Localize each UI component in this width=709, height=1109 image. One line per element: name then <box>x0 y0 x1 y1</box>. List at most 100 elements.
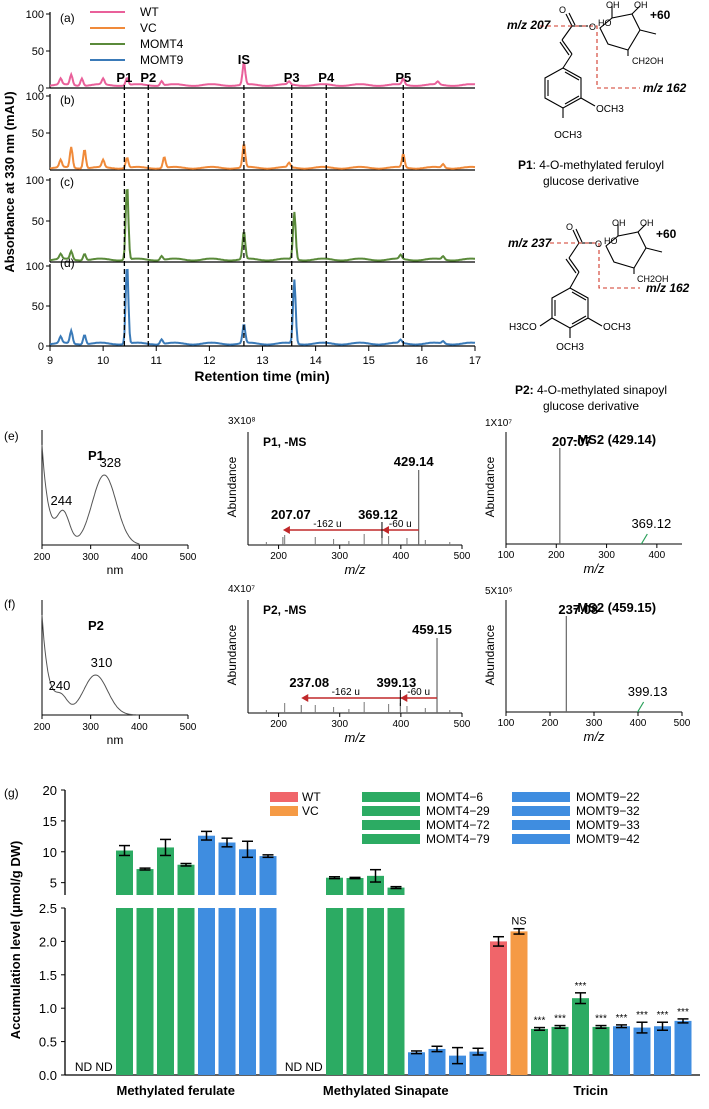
p2-caption-text: 4-O-methylated sinapoyl <box>534 383 667 397</box>
chromatogram-trace-wt <box>49 62 476 87</box>
legend-swatch <box>512 834 570 844</box>
bar-MOMT9−42-lower <box>259 908 277 1075</box>
bar-MOMT9−33 <box>654 1026 671 1075</box>
x-tick-label: 300 <box>82 552 99 563</box>
category-label: Methylated Sinapate <box>323 1083 449 1098</box>
p2-h3co: H3CO <box>509 322 537 333</box>
ms-loss2: -60 u <box>389 519 412 530</box>
p2-oh-2: OH <box>640 218 654 228</box>
ms-xlabel: m/z <box>345 562 366 577</box>
p1-oh-2: OH <box>634 0 648 10</box>
uv-peak-label: 244 <box>51 493 73 508</box>
bar-MOMT4−79-upper <box>177 864 195 895</box>
bar-MOMT9−42-upper <box>259 856 277 895</box>
p2-och3-bottom: OCH3 <box>556 342 584 353</box>
ms2-title: -MS2 (459.15) <box>573 600 656 615</box>
legend-label: MOMT9 <box>140 53 184 67</box>
legend-label: MOMT4−29 <box>426 804 490 818</box>
legend-label: MOMT4−6 <box>426 790 483 804</box>
x-tick-label: 500 <box>674 718 691 729</box>
uv-title: P2 <box>88 618 104 633</box>
bar-MOMT9−22 <box>408 1052 425 1075</box>
bar-MOMT9−22-lower <box>198 908 215 1075</box>
p2-ho: HO <box>604 236 618 246</box>
y-tick-label: 20 <box>43 783 57 798</box>
bar-MOMT9−32-lower <box>218 908 236 1075</box>
annotation-nd: ND <box>285 1060 303 1074</box>
p1-och3: OCH3 <box>554 130 582 141</box>
chromatogram-ylabel: Absorbance at 330 nm (mAU) <box>2 91 17 272</box>
legend-label: VC <box>140 21 157 35</box>
p1-ho: HO <box>598 18 612 28</box>
fragment-box-p2 <box>550 242 640 289</box>
p1-plus60: +60 <box>650 8 671 22</box>
x-tick-label: 400 <box>131 552 148 563</box>
ms2-minor-peak <box>637 701 645 713</box>
ms-ylabel: Abundance <box>225 624 239 685</box>
y-tick-label: 0 <box>38 341 44 353</box>
bar-MOMT4−6 <box>531 1028 548 1075</box>
label-a: (a) <box>60 11 75 25</box>
x-tick-label: 200 <box>34 552 51 563</box>
ms-frag2-label: 399.13 <box>376 675 416 690</box>
bar-MOMT9−32-upper <box>218 842 236 895</box>
label-f: (f) <box>4 597 15 611</box>
legend-swatch <box>512 806 570 816</box>
x-tick-label: 15 <box>363 355 375 367</box>
label-e: (e) <box>4 429 19 443</box>
bar-MOMT4−6-lower <box>326 908 343 1075</box>
annotation-sig: *** <box>554 1014 566 1025</box>
ms-frag2-label: 369.12 <box>358 507 398 522</box>
bar-MOMT4−72-lower <box>367 908 384 1075</box>
ms-main-label: 429.14 <box>394 454 435 469</box>
ms2-main-label: 207.07 <box>552 434 592 449</box>
y-tick-label: 0.5 <box>39 1035 57 1050</box>
ms-title: P2, -MS <box>263 603 306 617</box>
p1-oh-1: OH <box>606 0 620 10</box>
ms2-minor-peak <box>640 533 648 545</box>
peak-label: IS <box>238 52 251 67</box>
ms2-main-label: 237.08 <box>558 602 598 617</box>
ms-loss2: -60 u <box>407 687 430 698</box>
benzene-ring <box>544 67 582 109</box>
legend-label: MOMT4 <box>140 37 184 51</box>
peak-label: P2 <box>140 70 156 85</box>
x-tick-label: 400 <box>630 718 647 729</box>
bar-MOMT4−29-lower <box>346 908 364 1075</box>
peak-label: P4 <box>318 70 335 85</box>
y-tick-label: 50 <box>32 128 44 140</box>
p2-ch2oh: CH2OH <box>637 274 669 284</box>
x-tick-label: 200 <box>34 722 51 733</box>
ms2-ylabel: Abundance <box>483 456 497 517</box>
y-tick-label: 0 <box>38 83 44 95</box>
y-tick-label: 5 <box>50 876 57 891</box>
y-tick-label: 10 <box>43 845 57 860</box>
bar-MOMT4−72-lower <box>157 908 174 1075</box>
p1-mz-left: m/z 207 <box>507 18 552 32</box>
chromatogram-trace-momt4 <box>49 188 475 262</box>
y-tick-label: 100 <box>26 91 44 103</box>
p2-mz-left: m/z 237 <box>508 236 553 250</box>
ms-arrow-head <box>381 526 389 534</box>
annotation-nd: ND <box>95 1060 113 1074</box>
annotation-nd: ND <box>305 1060 323 1074</box>
bar-MOMT4−29 <box>551 1026 569 1075</box>
bar-MOMT9−33-lower <box>239 908 256 1075</box>
ms2-scale: 1X10⁷ <box>485 418 512 429</box>
ms-loss1: -162 u <box>332 687 360 698</box>
ms-main-label: 459.15 <box>412 622 452 637</box>
x-tick-label: 11 <box>151 355 162 367</box>
label-c: (c) <box>60 175 74 189</box>
legend-label: MOMT4−72 <box>426 818 490 832</box>
p1-o-ester: O <box>589 22 596 32</box>
annotation-sig: *** <box>575 981 587 992</box>
ms2-scale: 5X10⁵ <box>485 586 513 597</box>
x-axis-label: nm <box>107 733 124 747</box>
x-tick-label: 16 <box>416 355 428 367</box>
uv-spectrum-p2: 200 300 400 500 nm P2 240 310 <box>34 600 197 747</box>
ms-frag1-label: 207.07 <box>271 507 311 522</box>
annotation-sig: *** <box>534 1016 546 1027</box>
y-tick-label: 2.0 <box>39 934 57 949</box>
ms2-spectrum-p1: 1X10⁷ -MS2 (429.14) Abundance 100 200 300 400 m… <box>483 418 682 576</box>
